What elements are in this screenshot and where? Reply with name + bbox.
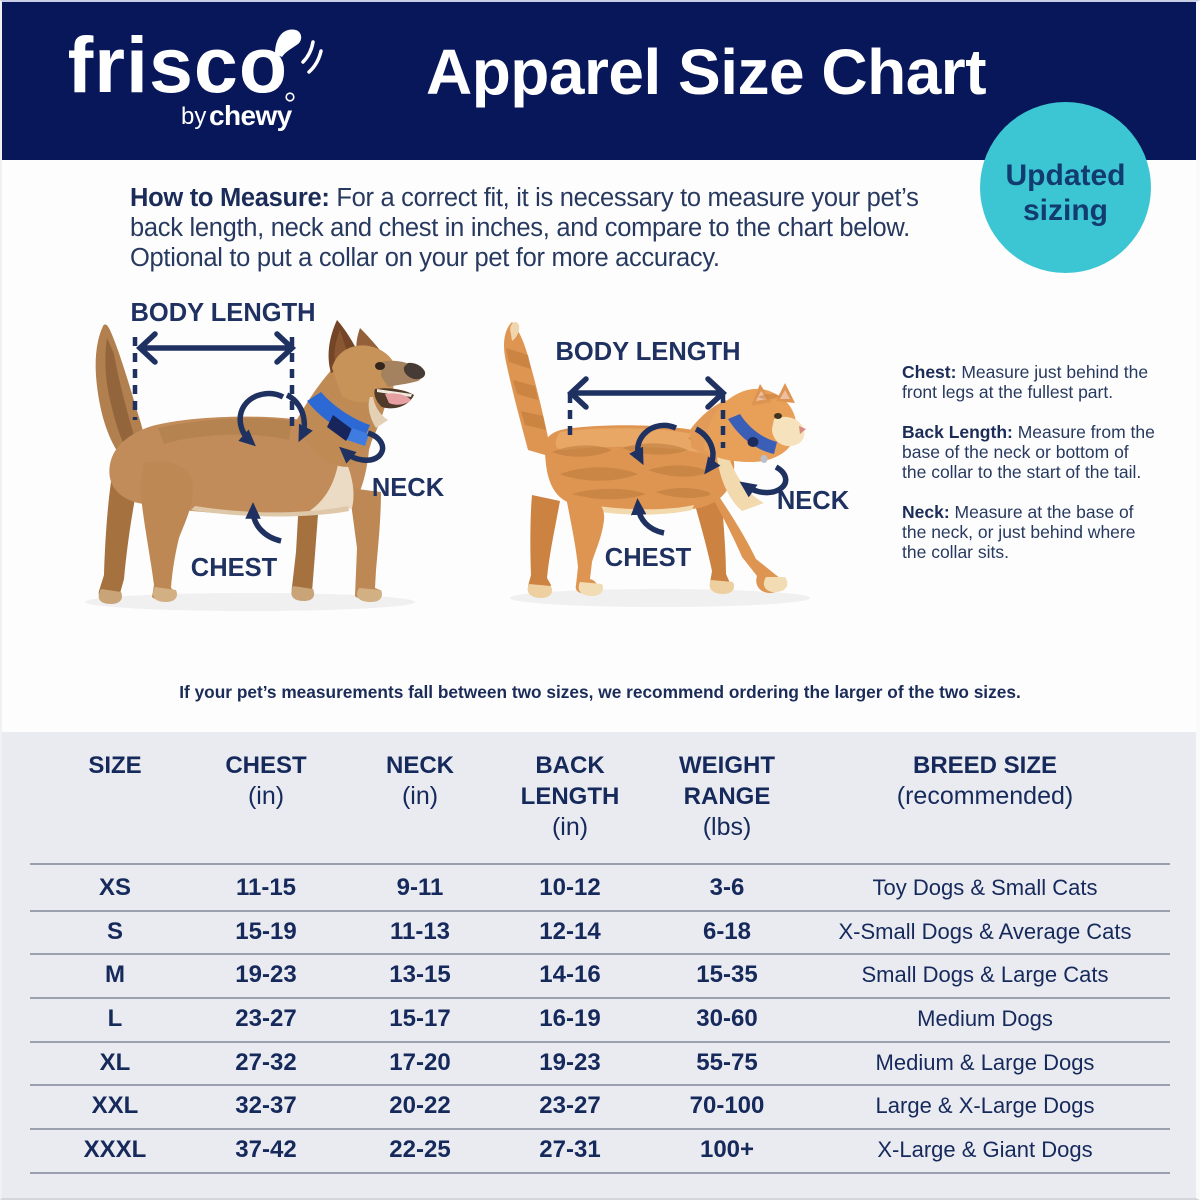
svg-text:CHEST: CHEST bbox=[191, 554, 278, 582]
svg-text:frisco: frisco bbox=[69, 20, 288, 109]
svg-text:by: by bbox=[181, 103, 206, 130]
svg-text:NECK: NECK bbox=[372, 474, 445, 502]
svg-text:BODY LENGTH: BODY LENGTH bbox=[130, 299, 315, 327]
svg-text:NECK: NECK bbox=[777, 487, 850, 515]
svg-text:chewy: chewy bbox=[209, 100, 293, 131]
svg-text:CHEST: CHEST bbox=[605, 544, 692, 572]
svg-text:BODY LENGTH: BODY LENGTH bbox=[555, 338, 740, 366]
